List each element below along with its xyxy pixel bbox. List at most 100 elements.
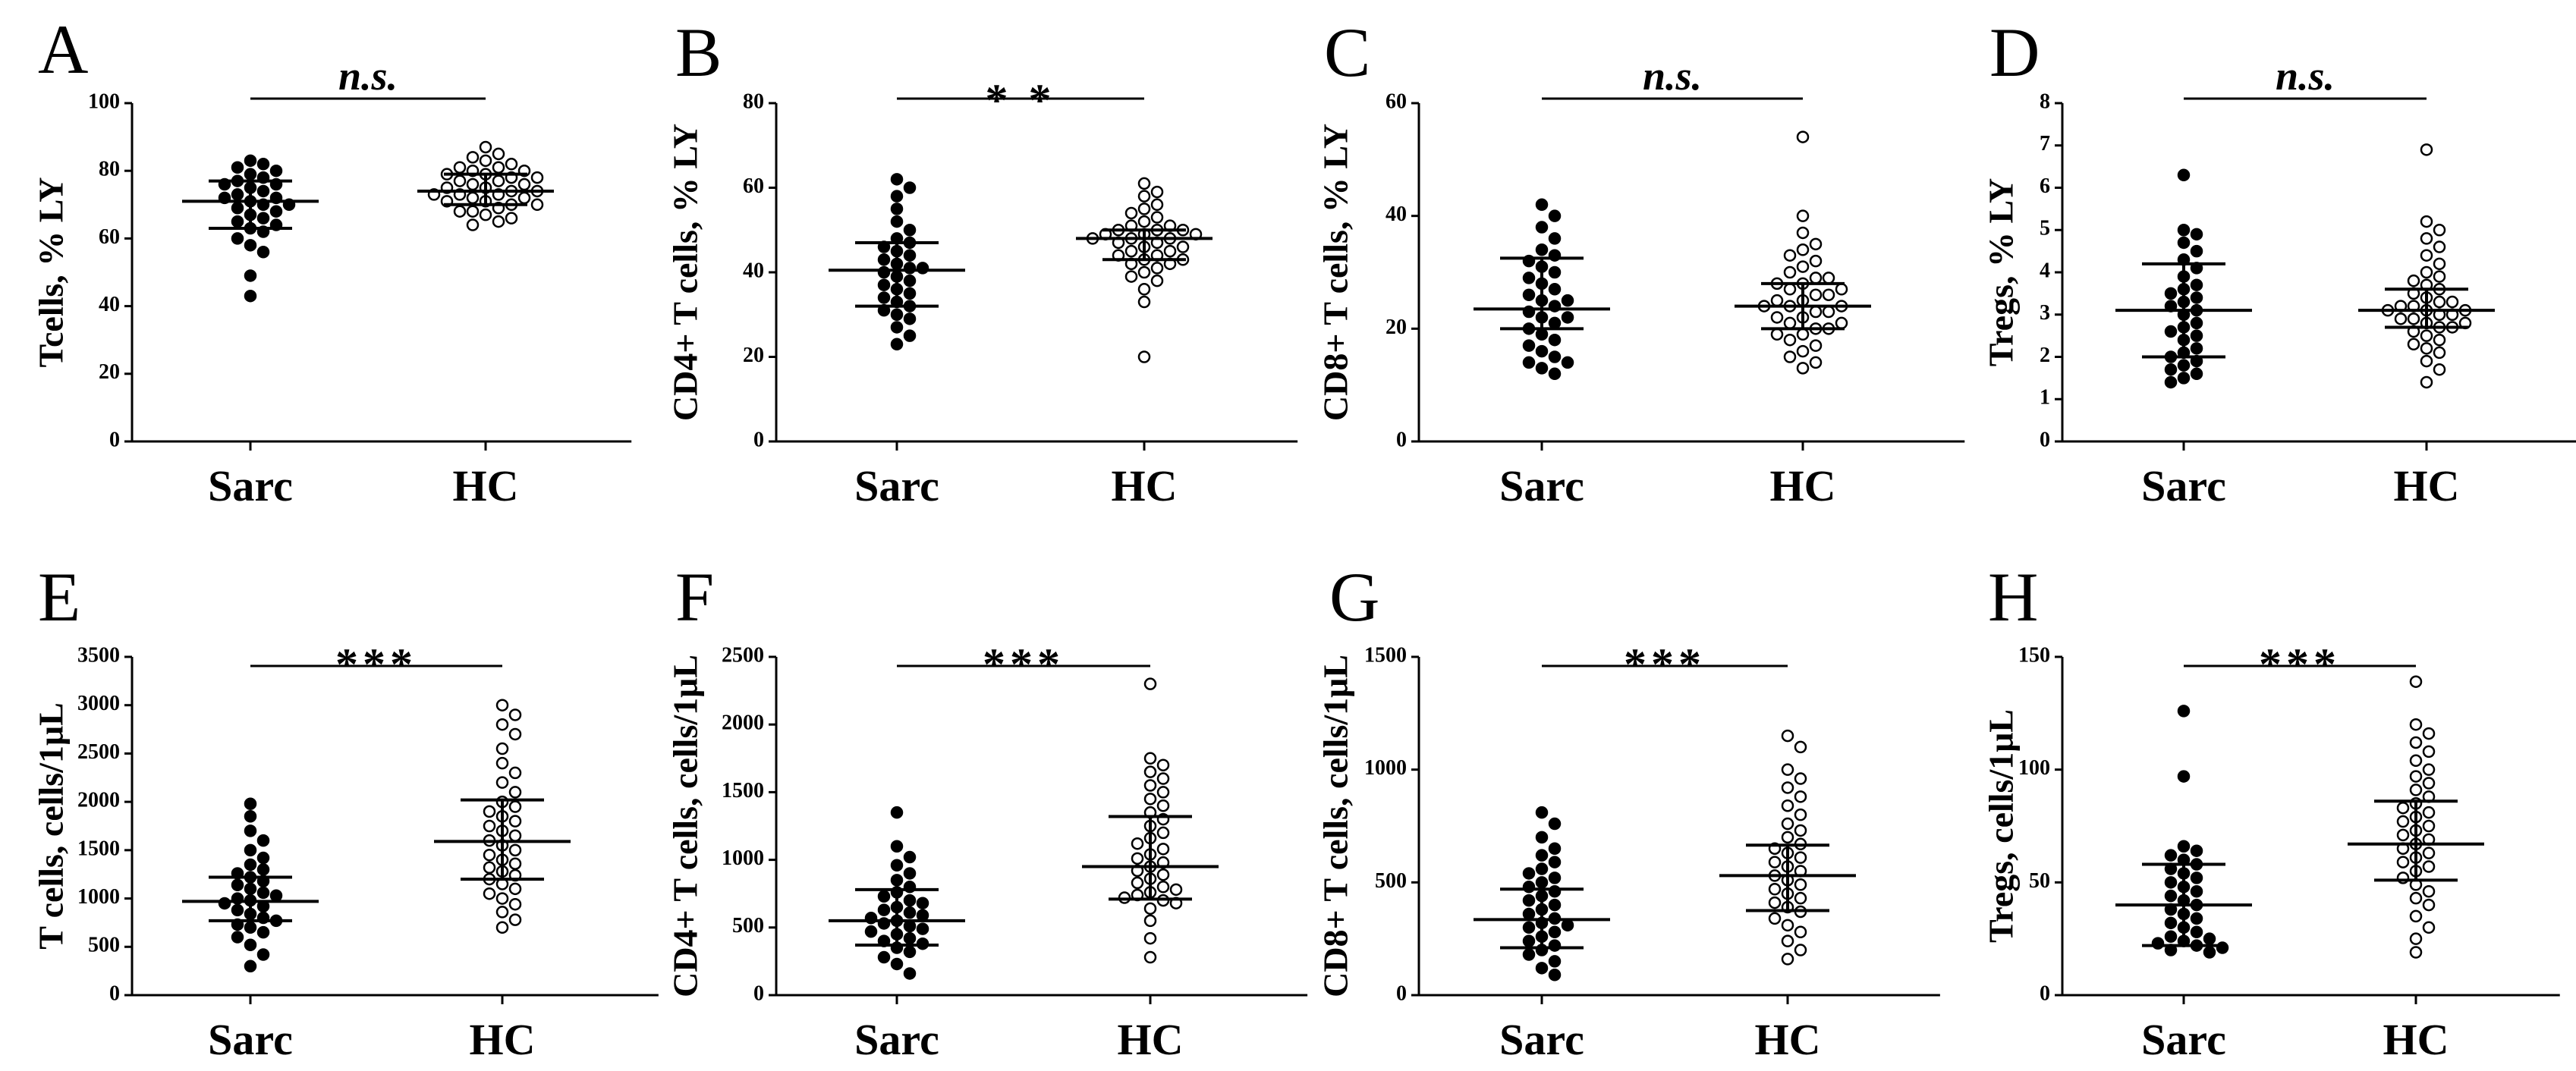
data-point	[483, 805, 496, 818]
y-tick-label: 100	[2018, 756, 2050, 780]
data-point	[1522, 907, 1536, 921]
data-point	[2420, 354, 2433, 368]
panel-h: H Tregs, cells/1μL 0 50 100 150 Sarc HC ***	[1982, 558, 2560, 1064]
data-point	[1822, 288, 1835, 301]
data-point	[1137, 190, 1151, 203]
data-point	[1548, 232, 1562, 245]
data-point	[877, 950, 891, 964]
data-point	[2420, 329, 2433, 342]
data-point	[1781, 817, 1794, 831]
series-hc	[1719, 729, 1856, 966]
data-point	[2433, 257, 2446, 271]
data-point	[1522, 934, 1536, 947]
series-sarc	[2115, 705, 2252, 959]
data-point	[877, 278, 891, 291]
data-point	[1137, 295, 1151, 309]
x-tick-label-hc: HC	[453, 461, 519, 510]
data-point	[1561, 919, 1574, 932]
data-point	[1156, 772, 1170, 785]
data-point	[1783, 316, 1797, 330]
data-point	[1137, 283, 1151, 296]
data-point	[890, 173, 904, 186]
data-point	[2407, 274, 2420, 287]
data-point	[2190, 367, 2203, 381]
data-point	[244, 797, 257, 810]
data-point	[903, 329, 917, 342]
data-point	[1794, 944, 1807, 956]
y-tick-label: 60	[99, 225, 120, 249]
significance-label: * *	[986, 75, 1056, 125]
data-point	[256, 158, 270, 171]
y-tick-label: 2000	[722, 711, 764, 735]
y-tick-label: 500	[88, 934, 120, 957]
data-point	[492, 147, 505, 161]
data-point	[1137, 265, 1151, 279]
data-point	[244, 168, 257, 181]
data-point	[1548, 333, 1562, 347]
series-hc	[1076, 177, 1213, 363]
data-point	[492, 161, 505, 174]
y-axis-label: T cells, cells/1μL	[32, 702, 71, 949]
y-tick-label: 2	[2040, 344, 2050, 367]
data-point	[2409, 770, 2423, 783]
y-tick-label: 2500	[722, 643, 764, 667]
data-point	[1137, 215, 1151, 228]
data-point	[495, 756, 509, 770]
data-point	[1768, 856, 1782, 868]
data-point	[2190, 291, 2203, 304]
y-tick-label: 1500	[77, 837, 120, 860]
data-point	[1143, 765, 1157, 778]
data-point	[2164, 849, 2178, 862]
data-point	[1770, 328, 1784, 341]
data-point	[495, 921, 509, 934]
data-point	[1163, 244, 1177, 258]
data-point	[1143, 931, 1157, 945]
y-tick-label: 0	[753, 981, 764, 1005]
data-point	[890, 859, 904, 872]
data-point	[1794, 740, 1807, 754]
y-tick-label: 1	[2040, 386, 2050, 410]
y-tick-label: 80	[99, 158, 120, 181]
data-point	[1809, 339, 1823, 352]
data-point	[1548, 367, 1562, 381]
data-point	[1169, 883, 1183, 897]
data-point	[1131, 876, 1144, 890]
data-point	[1794, 790, 1807, 803]
data-point	[1548, 898, 1562, 912]
data-point	[492, 215, 505, 228]
data-point	[2433, 270, 2446, 283]
data-point	[1150, 262, 1164, 275]
panel-e: E T cells, cells/1μL 0 500 1000 1500 2000 2500 3…	[32, 558, 659, 1064]
data-point	[890, 321, 904, 334]
y-tick-label: 1000	[722, 846, 764, 870]
data-point	[231, 215, 244, 228]
series-sarc	[829, 806, 965, 980]
data-point	[2164, 916, 2178, 930]
data-point	[466, 151, 480, 164]
data-point	[2420, 265, 2433, 279]
data-point	[1131, 852, 1144, 865]
data-point	[2190, 342, 2203, 355]
y-tick-label: 7	[2040, 132, 2050, 155]
data-point	[2409, 946, 2423, 959]
data-point	[1794, 824, 1807, 837]
y-tick-label: 20	[99, 360, 120, 384]
data-point	[2422, 860, 2436, 873]
data-point	[1796, 226, 1810, 240]
data-point	[2433, 240, 2446, 253]
data-point	[1522, 894, 1536, 907]
y-tick-label: 2500	[77, 740, 120, 764]
data-point	[1781, 781, 1794, 794]
data-point	[2409, 675, 2423, 688]
data-point	[1809, 356, 1823, 369]
data-point	[2407, 313, 2420, 325]
data-point	[1156, 881, 1170, 894]
y-tick-label: 3000	[77, 692, 120, 715]
data-point	[2409, 736, 2423, 749]
panel-letter: E	[38, 558, 80, 636]
data-point	[877, 903, 891, 916]
data-point	[1522, 948, 1536, 961]
series-hc	[1735, 130, 1871, 375]
data-point	[2177, 224, 2191, 237]
data-point	[903, 919, 917, 933]
